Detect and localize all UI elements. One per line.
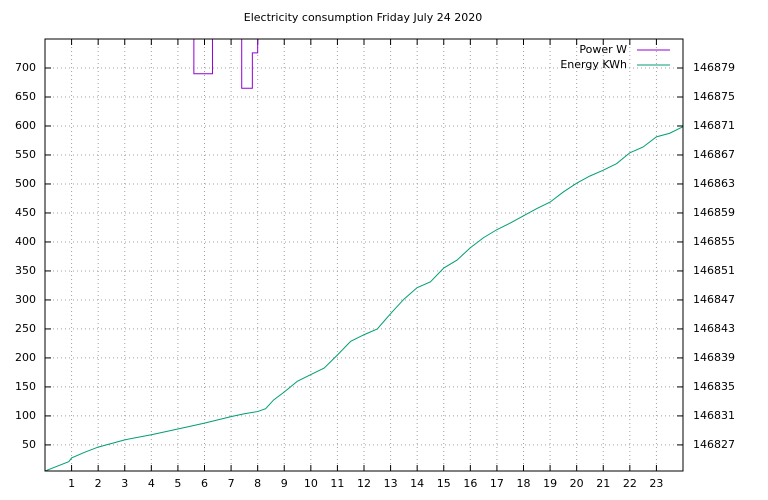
series-line <box>193 39 259 89</box>
y-tick-label: 50 <box>22 438 36 451</box>
y2-tick-label: 146847 <box>693 293 735 306</box>
y2-tick-label: 146863 <box>693 177 735 190</box>
series-line <box>45 126 683 471</box>
x-tick-label: 13 <box>384 477 398 490</box>
y2-tick-label: 146839 <box>693 351 735 364</box>
x-tick-label: 8 <box>254 477 261 490</box>
x-tick-label: 19 <box>543 477 557 490</box>
x-tick-label: 11 <box>330 477 344 490</box>
plot-frame <box>44 38 684 472</box>
y-tick-label: 600 <box>15 119 36 132</box>
x-tick-label: 4 <box>148 477 155 490</box>
y-tick-label: 650 <box>15 90 36 103</box>
y2-tick-label: 146835 <box>693 380 735 393</box>
x-tick-label: 3 <box>121 477 128 490</box>
x-tick-label: 14 <box>410 477 424 490</box>
y-tick-label: 450 <box>15 206 36 219</box>
plot-area <box>45 39 683 471</box>
y2-tick-label: 146875 <box>693 90 735 103</box>
x-tick-label: 22 <box>623 477 637 490</box>
y-tick-label: 700 <box>15 61 36 74</box>
y2-tick-label: 146871 <box>693 119 735 132</box>
y-tick-label: 200 <box>15 351 36 364</box>
x-tick-label: 7 <box>228 477 235 490</box>
y-tick-label: 550 <box>15 148 36 161</box>
x-tick-label: 17 <box>490 477 504 490</box>
x-tick-label: 18 <box>517 477 531 490</box>
y-tick-label: 150 <box>15 380 36 393</box>
y2-tick-label: 146859 <box>693 206 735 219</box>
y-tick-label: 400 <box>15 235 36 248</box>
y-tick-label: 500 <box>15 177 36 190</box>
legend-label: Power W <box>579 43 627 56</box>
y2-tick-label: 146879 <box>693 61 735 74</box>
x-tick-label: 6 <box>201 477 208 490</box>
y2-tick-label: 146843 <box>693 322 735 335</box>
x-tick-label: 10 <box>304 477 318 490</box>
legend-label: Energy KWh <box>560 58 627 71</box>
y2-tick-label: 146855 <box>693 235 735 248</box>
x-tick-label: 15 <box>437 477 451 490</box>
y2-tick-label: 146827 <box>693 438 735 451</box>
x-tick-label: 5 <box>174 477 181 490</box>
x-tick-label: 16 <box>463 477 477 490</box>
y-tick-label: 250 <box>15 322 36 335</box>
x-tick-label: 20 <box>570 477 584 490</box>
y-tick-label: 300 <box>15 293 36 306</box>
x-tick-label: 23 <box>649 477 663 490</box>
x-tick-label: 21 <box>596 477 610 490</box>
y2-tick-label: 146867 <box>693 148 735 161</box>
x-tick-label: 1 <box>68 477 75 490</box>
chart-title: Electricity consumption Friday July 24 2… <box>244 11 482 24</box>
y-tick-label: 350 <box>15 264 36 277</box>
y2-tick-label: 146851 <box>693 264 735 277</box>
y2-tick-label: 146831 <box>693 409 735 422</box>
x-tick-label: 2 <box>95 477 102 490</box>
y-tick-label: 100 <box>15 409 36 422</box>
x-tick-label: 12 <box>357 477 371 490</box>
x-tick-label: 9 <box>281 477 288 490</box>
